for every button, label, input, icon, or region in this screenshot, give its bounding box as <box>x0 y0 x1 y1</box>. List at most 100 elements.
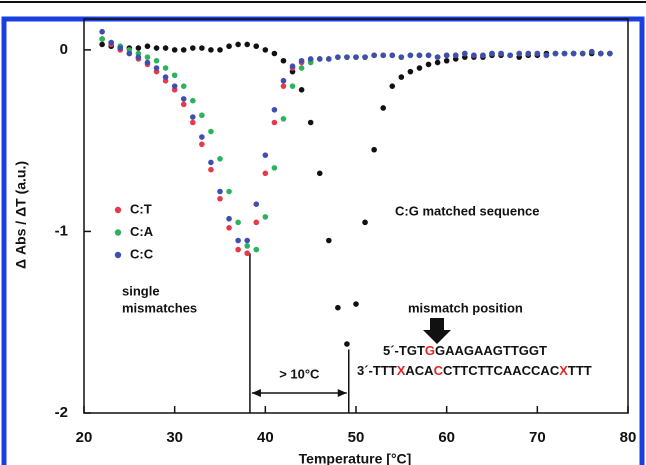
data-point <box>570 50 577 57</box>
data-point <box>208 159 214 166</box>
legend-label: C:C <box>130 246 154 261</box>
data-point <box>525 50 532 57</box>
data-point <box>162 74 169 80</box>
data-point <box>180 83 187 89</box>
data-point <box>425 52 432 59</box>
data-point <box>353 54 359 60</box>
data-point <box>489 50 495 57</box>
data-point <box>326 56 332 62</box>
annotation: C:G matched sequence <box>395 203 540 218</box>
data-point <box>271 106 278 113</box>
data-point <box>371 52 377 59</box>
data-point <box>199 134 205 140</box>
data-point <box>190 45 196 51</box>
x-tick-label: 40 <box>257 429 274 446</box>
sequence-part: ACA <box>405 363 434 378</box>
range-label: > 10°C <box>279 366 320 381</box>
data-point <box>344 341 350 347</box>
data-point <box>262 152 269 158</box>
data-point <box>271 119 278 126</box>
data-point <box>253 219 260 226</box>
annotation: mismatches <box>122 300 197 315</box>
data-point <box>480 52 486 59</box>
legend-swatch <box>114 206 122 214</box>
data-point <box>452 52 459 59</box>
data-point <box>316 170 323 177</box>
data-point <box>226 188 232 195</box>
data-point <box>280 57 287 64</box>
data-point <box>244 237 250 244</box>
x-tick-label: 80 <box>620 429 637 446</box>
x-tick-label: 30 <box>166 429 183 446</box>
data-point <box>162 65 169 71</box>
data-point <box>99 41 105 48</box>
sequence: 5´-TGTGGAAGAAGTTGGT <box>383 343 547 358</box>
data-point <box>407 68 414 75</box>
data-point <box>135 45 142 51</box>
data-point <box>498 50 504 57</box>
data-point <box>217 47 223 53</box>
data-point <box>280 116 287 122</box>
data-point <box>244 250 250 257</box>
data-point <box>235 246 241 253</box>
data-point <box>389 52 396 59</box>
data-point <box>135 54 142 60</box>
data-point <box>298 57 305 64</box>
data-point <box>180 96 187 102</box>
data-point <box>199 45 205 51</box>
data-point <box>316 56 323 62</box>
data-point <box>235 41 241 48</box>
data-point <box>462 50 468 57</box>
sequence-part: C <box>434 363 444 378</box>
figure-border <box>1 16 645 465</box>
data-point <box>226 225 232 231</box>
data-point <box>208 128 214 135</box>
data-point <box>280 77 287 84</box>
mismatch-arrow-icon <box>423 318 451 344</box>
data-point <box>588 48 595 55</box>
data-point <box>579 50 586 57</box>
y-tick-label: 0 <box>60 41 68 58</box>
y-axis-label: Δ Abs / ΔT (a.u.) <box>13 161 29 269</box>
data-point <box>507 52 513 59</box>
data-point <box>244 41 250 48</box>
data-point <box>362 54 368 60</box>
legend-swatch <box>114 229 122 236</box>
data-point <box>99 36 105 42</box>
data-point <box>534 50 541 57</box>
data-point <box>180 47 187 53</box>
data-point <box>253 246 260 253</box>
data-point <box>226 43 232 50</box>
data-point <box>298 65 305 71</box>
data-point <box>253 43 260 50</box>
legend-swatch <box>114 251 122 259</box>
data-point <box>307 119 314 126</box>
data-point <box>171 72 178 79</box>
x-tick-label: 60 <box>438 429 455 446</box>
sequence-part: G <box>425 343 435 358</box>
data-point <box>425 61 432 68</box>
data-point <box>190 119 196 126</box>
legend-label: C:A <box>130 224 154 239</box>
data-point <box>471 52 477 59</box>
data-point <box>162 45 169 51</box>
data-point <box>371 146 377 153</box>
data-point <box>126 50 133 57</box>
data-point <box>244 243 250 249</box>
data-point <box>335 54 341 60</box>
data-point <box>171 83 178 89</box>
data-point <box>208 166 214 173</box>
data-point <box>280 83 287 89</box>
data-point <box>326 237 332 244</box>
data-point <box>235 219 241 226</box>
data-point <box>262 214 269 220</box>
data-point <box>289 83 296 89</box>
x-axis-label: Temperature [°C] <box>299 451 412 465</box>
data-point <box>190 114 196 120</box>
data-point <box>607 50 613 57</box>
data-point <box>398 54 405 60</box>
sequence-part: X <box>397 363 406 378</box>
data-point <box>217 195 223 202</box>
